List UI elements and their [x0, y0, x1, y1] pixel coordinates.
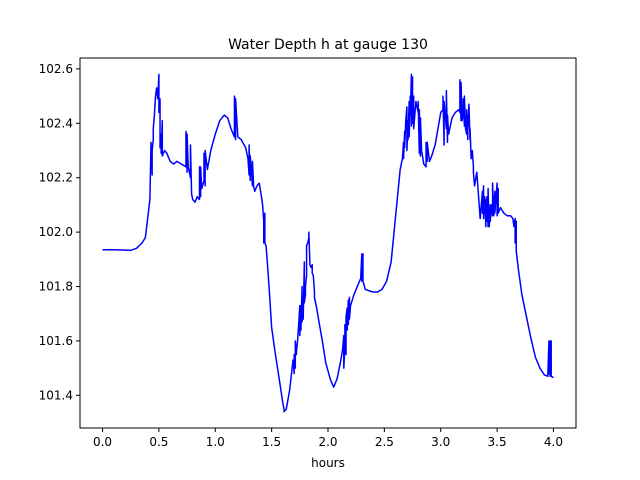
y-tick-label: 102.2	[39, 171, 73, 185]
y-tick-label: 102.4	[39, 116, 73, 130]
x-tick-label: 0.5	[149, 435, 168, 449]
x-tick-label: 3.0	[431, 435, 450, 449]
y-axis-ticks: 101.4 101.6 101.8 102.0 102.2 102.4 102.6	[39, 62, 80, 402]
y-tick-label: 102.0	[39, 225, 73, 239]
chart-title: Water Depth h at gauge 130	[228, 37, 428, 53]
x-tick-label: 1.0	[206, 435, 225, 449]
y-tick-label: 101.6	[39, 334, 73, 348]
x-tick-label: 1.5	[262, 435, 281, 449]
series-line-0	[102, 73, 554, 413]
y-tick-label: 102.6	[39, 62, 73, 76]
y-tick-label: 101.8	[39, 280, 73, 294]
y-tick-label: 101.4	[39, 388, 73, 402]
plot-frame	[79, 57, 577, 429]
x-tick-label: 4.0	[544, 435, 563, 449]
series-layer	[102, 73, 554, 413]
x-tick-label: 3.5	[488, 435, 507, 449]
x-tick-label: 2.0	[318, 435, 337, 449]
x-tick-label: 2.5	[375, 435, 394, 449]
x-tick-label: 0.0	[93, 435, 112, 449]
x-axis-ticks: 0.0 0.5 1.0 1.5 2.0 2.5 3.0 3.5 4.0	[93, 428, 563, 449]
x-axis-label: hours	[311, 456, 345, 470]
